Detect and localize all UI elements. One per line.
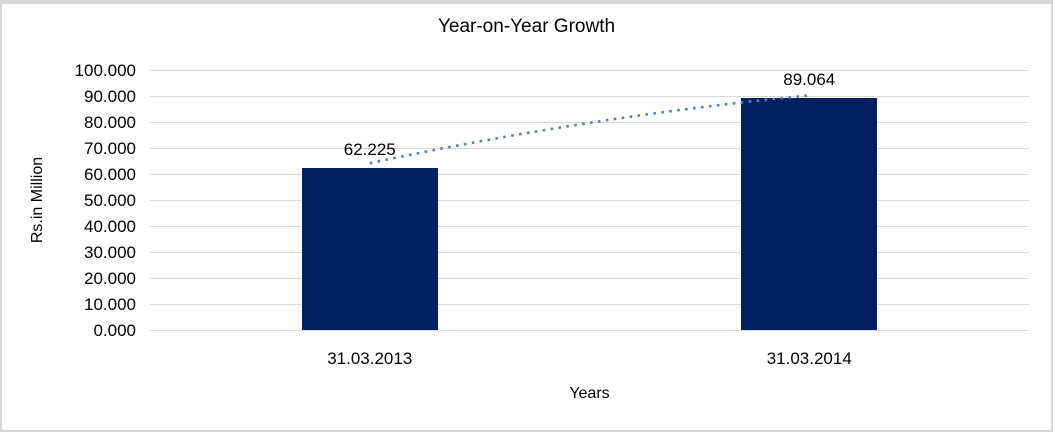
chart-title: Year-on-Year Growth: [437, 16, 616, 37]
gridline: [150, 148, 1029, 149]
x-axis-title: Years: [569, 385, 610, 402]
category-label-31.03.2013: 31.03.2013: [327, 349, 413, 368]
gridline: [150, 70, 1029, 71]
y-tick-label: 90.000: [84, 87, 136, 106]
gridline: [150, 174, 1029, 175]
y-tick-label: 60.000: [84, 165, 136, 184]
gridline: [150, 330, 1029, 331]
bar-31.03.2014: [741, 98, 878, 330]
y-tick-label: 70.000: [84, 139, 136, 158]
gridline: [150, 304, 1029, 305]
y-tick-label: 80.000: [84, 113, 136, 132]
gridline: [150, 226, 1029, 227]
y-tick-label: 0.000: [93, 321, 136, 340]
bar-31.03.2013: [301, 168, 438, 330]
gridline: [150, 122, 1029, 123]
y-tick-label: 10.000: [84, 295, 136, 314]
y-tick-label: 100.000: [74, 61, 136, 80]
y-tick-label: 40.000: [84, 217, 136, 236]
category-label-31.03.2014: 31.03.2014: [766, 349, 852, 368]
plot-area: [150, 70, 1029, 331]
gridline: [150, 96, 1029, 97]
data-label-31.03.2013: 62.225: [343, 140, 396, 160]
y-tick-label: 30.000: [84, 243, 136, 262]
gridline: [150, 278, 1029, 279]
data-label-31.03.2014: 89.064: [783, 70, 836, 90]
gridline: [150, 200, 1029, 201]
y-tick-label: 20.000: [84, 269, 136, 288]
gridline: [150, 252, 1029, 253]
y-tick-label: 50.000: [84, 191, 136, 210]
